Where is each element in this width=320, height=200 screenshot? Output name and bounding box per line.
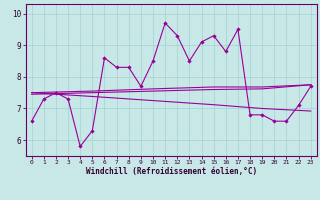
X-axis label: Windchill (Refroidissement éolien,°C): Windchill (Refroidissement éolien,°C) bbox=[86, 167, 257, 176]
